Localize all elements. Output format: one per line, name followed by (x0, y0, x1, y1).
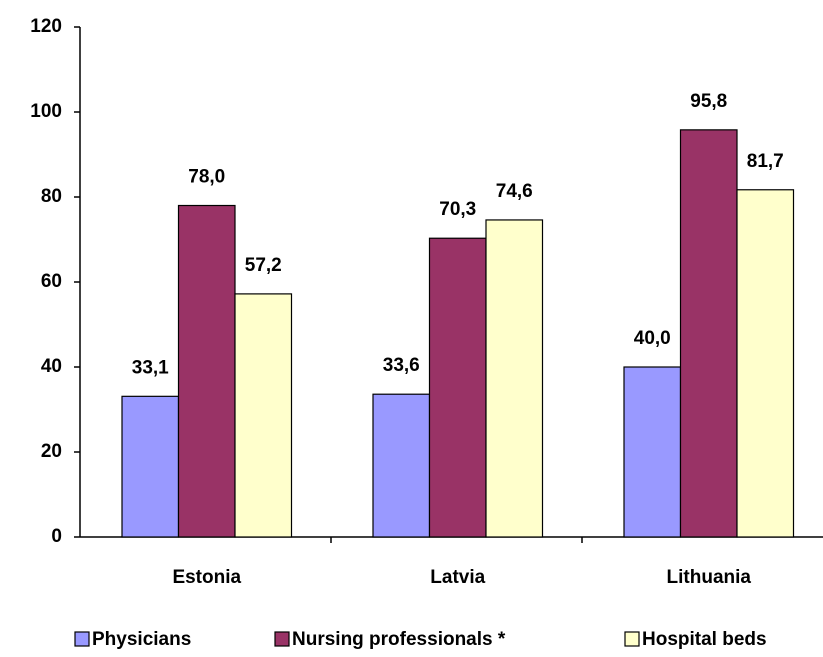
value-label: 33,1 (132, 357, 169, 378)
bar (679, 129, 738, 538)
legend-swatch (74, 631, 90, 647)
value-label: 78,0 (188, 167, 225, 188)
value-label: 95,8 (690, 91, 727, 112)
y-tick-label: 0 (51, 526, 62, 547)
value-label: 70,3 (439, 199, 476, 220)
value-label: 81,7 (747, 151, 784, 172)
x-tick-label: Lithuania (667, 567, 752, 588)
y-tick-label: 80 (41, 186, 62, 207)
bar (121, 395, 180, 538)
value-label: 40,0 (634, 328, 671, 349)
bar (736, 189, 795, 538)
bar (372, 393, 431, 538)
x-tick-label: Latvia (430, 567, 485, 588)
x-tick-label: Estonia (172, 567, 241, 588)
bar (177, 204, 236, 538)
legend-label: Physicians (92, 629, 191, 650)
legend-label: Nursing professionals * (292, 629, 506, 650)
y-tick-label: 100 (30, 101, 62, 122)
y-tick-label: 120 (30, 16, 62, 37)
legend-label: Hospital beds (642, 629, 767, 650)
bar (485, 219, 544, 538)
bar (234, 293, 293, 538)
value-label: 57,2 (245, 255, 282, 276)
y-tick-label: 60 (41, 271, 62, 292)
legend-swatch (624, 631, 640, 647)
bar (428, 237, 487, 538)
value-label: 33,6 (383, 355, 420, 376)
y-tick-label: 40 (41, 356, 62, 377)
value-label: 74,6 (496, 181, 533, 202)
legend-swatch (274, 631, 290, 647)
bar (623, 366, 682, 538)
y-tick-label: 20 (41, 441, 62, 462)
